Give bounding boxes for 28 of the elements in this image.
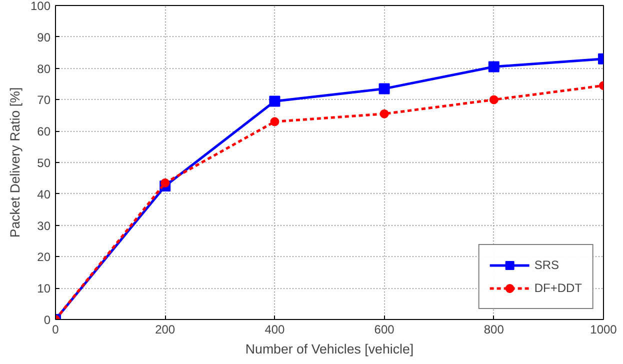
- y-tick-label: 40: [37, 187, 51, 202]
- y-tick-label: 30: [37, 218, 51, 233]
- x-tick-label: 800: [484, 322, 504, 336]
- y-tick-label: 0: [44, 313, 51, 327]
- y-tick-label: 60: [37, 124, 51, 139]
- y-tick-label: 10: [37, 282, 51, 296]
- x-tick-label: 600: [374, 322, 395, 336]
- point: [160, 178, 170, 188]
- point: [489, 95, 498, 104]
- y-tick-label: 100: [30, 0, 51, 13]
- point: [488, 61, 500, 72]
- y-tick-label: 20: [37, 250, 51, 264]
- y-axis-title: Packet Delivery Ratio [%]: [7, 87, 22, 238]
- legend-label: DF+DDT: [534, 281, 582, 295]
- x-axis-title: Number of Vehicles [vehicle]: [245, 342, 414, 356]
- y-tick-label: 70: [37, 93, 51, 108]
- x-tick-label: 400: [264, 322, 286, 336]
- x-tick-label: 200: [155, 322, 176, 336]
- y-tick-label: 50: [37, 156, 51, 170]
- point: [270, 117, 280, 126]
- x-tick-label: 1000: [590, 322, 618, 336]
- legend-label: SRS: [534, 258, 560, 272]
- point: [269, 96, 280, 107]
- y-tick-label: 80: [37, 62, 51, 76]
- point: [380, 109, 389, 118]
- point: [378, 83, 390, 94]
- x-tick-label: 0: [52, 322, 60, 336]
- y-tick-label: 90: [37, 30, 51, 44]
